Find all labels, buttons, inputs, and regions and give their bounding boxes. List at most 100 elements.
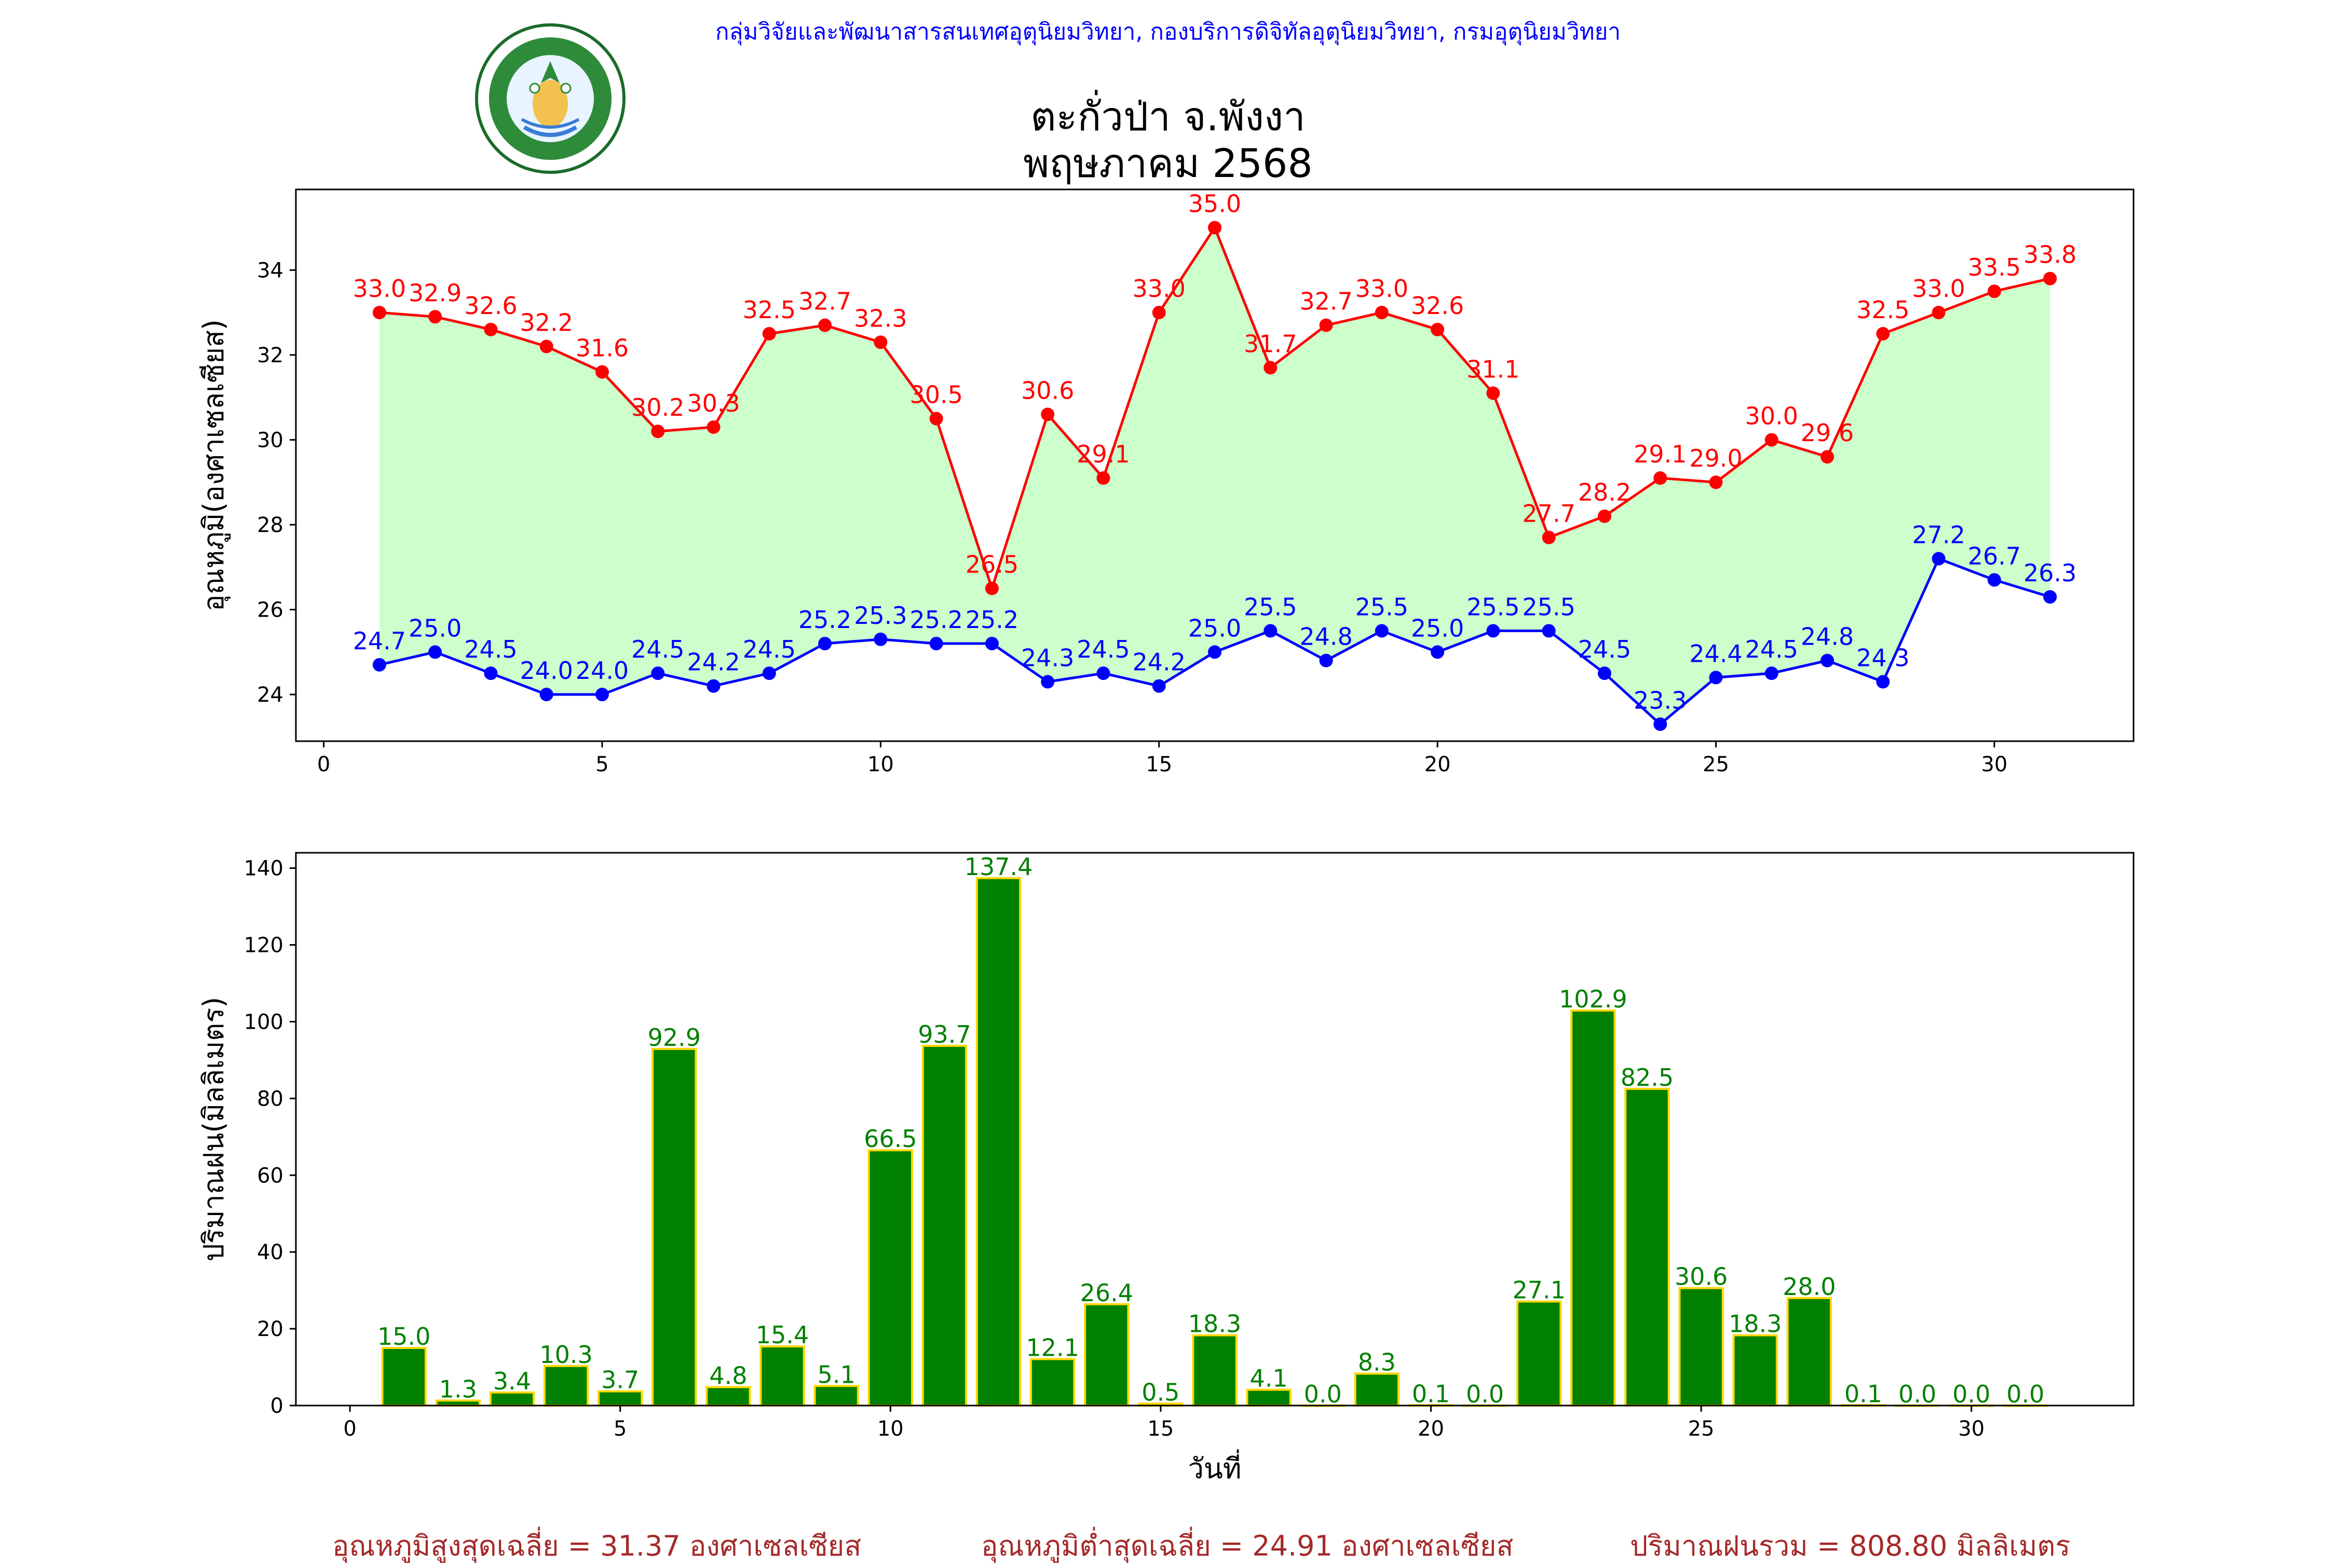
min-temperature-point	[539, 688, 553, 702]
min-temperature-data-label: 26.7	[1968, 542, 2021, 570]
max-temperature-point	[1653, 471, 1667, 485]
min-temperature-point	[1653, 717, 1667, 731]
min-temperature-point	[1709, 671, 1723, 685]
max-temperature-data-label: 33.0	[353, 275, 406, 303]
rainfall-bar	[651, 1047, 697, 1407]
min-temperature-point	[1597, 666, 1611, 680]
min-temperature-point	[484, 666, 498, 680]
rainfall-data-label: 0.0	[1304, 1380, 1342, 1408]
max-temperature-point	[1208, 221, 1221, 235]
rainfall-data-label: 5.1	[818, 1360, 855, 1388]
min-temperature-point	[1096, 666, 1110, 680]
temperature-y-tick-label: 32	[257, 344, 283, 367]
max-temperature-data-label: 32.7	[1299, 288, 1352, 316]
temperature-x-tick-label: 30	[1981, 753, 2007, 776]
rainfall-plot-frame	[295, 852, 2135, 1407]
temperature-y-tick-label: 24	[257, 683, 283, 707]
rainfall-data-label: 82.5	[1621, 1063, 1674, 1092]
rainfall-bar	[1354, 1372, 1400, 1407]
min-temperature-data-label: 24.2	[1133, 648, 1186, 676]
rainfall-data-label: 8.3	[1358, 1348, 1396, 1376]
min-temperature-data-label: 24.5	[1578, 635, 1631, 663]
min-temperature-point	[2043, 590, 2057, 604]
min-temperature-data-label: 24.0	[576, 657, 629, 685]
temperature-chart: 33.0 32.9 32.632.231.630.2 30.332.5 32.732.3…	[197, 188, 2135, 776]
rainfall-data-label: 93.7	[918, 1020, 971, 1048]
rainfall-x-tick-label: 15	[1147, 1417, 1174, 1441]
rainfall-bar	[1030, 1358, 1076, 1407]
min-temperature-data-label: 25.2	[909, 606, 962, 634]
average-max-temperature: อุณหภูมิสูงสุดเฉลี่ย = 31.37 องศาเซลเซีย…	[332, 1530, 862, 1562]
rainfall-bar	[867, 1149, 913, 1407]
max-temperature-point	[1764, 433, 1778, 447]
max-temperature-data-label: 32.5	[1856, 296, 1909, 324]
rainfall-bar	[381, 1347, 427, 1407]
rainfall-bar	[813, 1385, 859, 1407]
max-temperature-point	[1264, 361, 1278, 375]
max-temperature-data-label: 30.6	[1021, 376, 1074, 404]
rainfall-x-tick-label: 30	[1958, 1417, 1985, 1441]
rainfall-data-label: 1.3	[439, 1375, 477, 1403]
max-temperature-data-label: 33.8	[2023, 241, 2076, 269]
temperature-x-tick-label: 10	[867, 753, 894, 776]
temperature-x-tick-label: 5	[595, 753, 608, 776]
rainfall-chart: 15.0 1.3 3.4 10.3 3.7 92.9 4.8 15.4 5.1 66.5 93.7 1…	[197, 852, 2135, 1485]
temperature-x-tick-label: 15	[1146, 753, 1172, 776]
rainfall-x-tick-label: 10	[877, 1417, 904, 1441]
min-temperature-data-label: 25.3	[854, 602, 907, 630]
min-temperature-point	[1486, 624, 1500, 638]
rainfall-data-label: 4.8	[709, 1362, 747, 1390]
rainfall-y-tick-label: 80	[257, 1087, 283, 1111]
min-temperature-point	[985, 636, 999, 650]
min-temperature-point	[929, 636, 943, 650]
rainfall-data-label: 66.5	[864, 1125, 917, 1153]
max-temperature-data-label: 32.6	[1411, 292, 1464, 320]
rainfall-data-label: 12.1	[1026, 1334, 1079, 1362]
max-temperature-data-label: 33.0	[1133, 275, 1186, 303]
rainfall-data-label: 0.0	[2006, 1380, 2044, 1408]
min-temperature-point	[707, 679, 721, 693]
max-temperature-data-label: 29.1	[1634, 440, 1687, 468]
max-temperature-point	[985, 581, 999, 595]
max-temperature-data-label: 31.6	[576, 334, 629, 362]
max-temperature-data-label: 29.6	[1801, 419, 1854, 447]
max-temperature-point	[1821, 450, 1834, 464]
max-temperature-data-label: 32.5	[743, 296, 796, 324]
rainfall-data-label: 15.4	[756, 1321, 809, 1349]
min-temperature-point	[1764, 666, 1778, 680]
min-temperature-data-label: 24.4	[1689, 639, 1742, 667]
max-temperature-data-label: 26.5	[966, 551, 1018, 579]
max-temperature-point	[818, 318, 832, 332]
max-temperature-data-label: 33.5	[1968, 253, 2021, 281]
rainfall-bar	[1786, 1297, 1832, 1407]
max-temperature-point	[651, 425, 665, 439]
max-temperature-point	[1932, 306, 1946, 320]
rainfall-y-tick-label: 60	[257, 1164, 283, 1188]
max-temperature-point	[372, 306, 386, 320]
min-temperature-data-label: 27.2	[1912, 521, 1965, 549]
rainfall-data-label: 0.5	[1142, 1378, 1179, 1406]
rainfall-x-tick-label: 25	[1688, 1417, 1715, 1441]
min-temperature-data-label: 24.5	[1077, 635, 1130, 663]
rainfall-x-tick-label: 5	[614, 1417, 627, 1441]
min-temperature-data-label: 24.5	[464, 635, 517, 663]
rainfall-bar	[705, 1386, 751, 1407]
rainfall-data-label: 18.3	[1729, 1310, 1782, 1338]
rainfall-data-label: 0.0	[1466, 1380, 1504, 1408]
max-temperature-point	[428, 310, 442, 324]
max-temperature-data-label: 32.6	[464, 292, 517, 320]
min-temperature-point	[1932, 552, 1946, 566]
max-temperature-point	[1096, 471, 1110, 485]
min-temperature-data-label: 23.3	[1634, 686, 1687, 714]
max-temperature-point	[1597, 509, 1611, 523]
min-temperature-point	[1041, 675, 1055, 689]
min-temperature-data-label: 26.3	[2023, 559, 2076, 587]
rainfall-data-label: 0.0	[1898, 1380, 1936, 1408]
rainfall-data-label: 27.1	[1512, 1276, 1565, 1304]
rainfall-bar	[1732, 1334, 1778, 1407]
min-temperature-data-label: 24.3	[1856, 644, 1909, 672]
max-temperature-point	[1987, 284, 2001, 298]
max-temperature-data-label: 30.0	[1745, 402, 1798, 430]
meteorological-department-logo	[475, 23, 626, 174]
